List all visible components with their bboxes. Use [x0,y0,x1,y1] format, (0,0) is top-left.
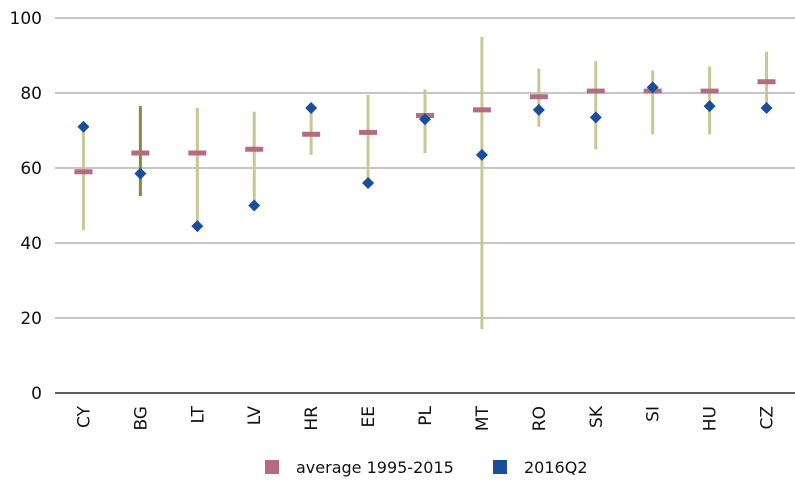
current-markers-layer [77,81,773,233]
current-marker-mt [475,148,488,161]
current-marker-ro [532,103,545,116]
y-tick-label: 60 [20,159,42,179]
average-marker-ee [359,129,378,135]
average-marker-bg [131,150,150,156]
current-marker-lt [191,220,204,233]
x-tick-label: RO [530,406,550,431]
average-marker-mt [472,107,491,113]
average-marker-lv [245,146,264,152]
y-tick-label: 80 [20,84,42,104]
x-tick-label: BG [131,406,151,431]
current-marker-hr [305,102,318,114]
current-marker-sk [589,111,602,124]
x-tick-label: MT [473,405,493,431]
y-tick-label: 20 [20,309,42,329]
current-marker-cz [760,102,773,114]
current-marker-si [646,81,659,94]
average-marker-hu [700,88,719,94]
legend-label-2016q2: 2016Q2 [524,458,588,477]
current-marker-pl [419,113,431,126]
x-tick-label: LV [245,406,265,426]
current-marker-hu [703,100,716,113]
current-marker-ee [362,177,375,189]
x-tick-label: HU [701,406,721,431]
legend-label-average: average 1995-2015 [296,458,454,477]
average-marker-ro [529,94,548,100]
legend-swatch-average [265,460,279,474]
average-marker-sk [586,88,605,94]
x-tick-label: EE [359,406,379,427]
x-tick-label: CY [74,405,94,428]
x-tick-label: HR [302,406,322,431]
grid-layer [55,17,795,394]
x-tick-label: SK [587,405,607,428]
range-bars-layer [81,36,769,330]
x-tick-label: SI [644,406,664,422]
current-marker-lv [248,199,261,212]
average-marker-lt [188,150,207,156]
average-marker-cz [757,79,776,85]
legend-swatch-2016q2 [493,460,507,474]
y-tick-label: 40 [20,234,42,254]
legend: average 1995-2015 2016Q2 [265,458,588,477]
current-marker-cy [77,120,90,133]
x-tick-label: PL [416,405,436,425]
average-marker-hr [302,131,321,137]
y-axis-ticks: 0 20 40 60 80 100 [10,9,42,404]
average-marker-cy [74,169,93,175]
x-tick-label: CZ [758,406,778,430]
x-axis-ticks: CY BG LT LV HR EE PL MT RO SK SI HU CZ [74,405,777,431]
y-tick-label: 0 [31,384,42,404]
y-tick-label: 100 [10,9,42,29]
x-tick-label: LT [188,405,208,423]
current-marker-bg [134,167,147,180]
